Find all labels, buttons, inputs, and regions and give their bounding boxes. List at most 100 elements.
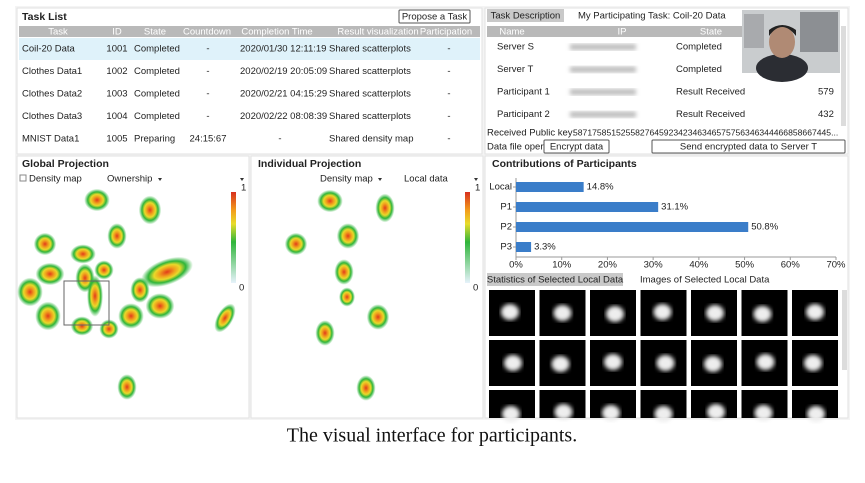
density-blob xyxy=(35,301,61,331)
blurred-ip xyxy=(570,66,636,73)
y-tick-label: Local xyxy=(489,182,512,193)
button[interactable] xyxy=(543,139,610,154)
density-blob xyxy=(94,260,114,280)
density-blob xyxy=(317,189,343,213)
tab-label[interactable]: Statistics of Selected Local Data xyxy=(487,275,624,286)
button-label[interactable]: Encrypt data xyxy=(550,142,604,153)
density-blob xyxy=(339,287,355,307)
webcam-person xyxy=(756,54,808,82)
thumbnail-object xyxy=(707,404,725,420)
table-cell: 1004 xyxy=(106,111,127,122)
legend-label: 0 xyxy=(239,283,244,294)
density-blob xyxy=(284,232,308,256)
bar xyxy=(516,182,584,192)
column-header: Countdown xyxy=(183,27,231,38)
thumbnail-object xyxy=(553,305,572,321)
density-blob xyxy=(99,319,119,339)
legend-label: 0 xyxy=(473,283,478,294)
table-row[interactable] xyxy=(19,38,480,60)
checkbox[interactable] xyxy=(19,174,27,182)
thumbnail-object xyxy=(654,406,673,422)
dropdown[interactable]: Density map xyxy=(29,174,82,185)
thumbnail-object xyxy=(756,354,775,370)
table-cell: 1003 xyxy=(106,89,127,100)
tab-label[interactable]: Task Description xyxy=(491,11,561,22)
density-blob xyxy=(87,275,103,317)
dropdown-arrow xyxy=(474,178,478,181)
column-header: IP xyxy=(618,27,627,38)
table-row[interactable] xyxy=(19,105,480,128)
button[interactable] xyxy=(398,9,471,24)
table-cell: Shared density map xyxy=(329,134,414,145)
table-cell: - xyxy=(447,44,450,55)
panel-title: Individual Projection xyxy=(258,158,361,170)
dropdown[interactable]: Ownership xyxy=(107,174,152,185)
webcam-shelf xyxy=(744,14,764,48)
table-cell: Shared scatterplots xyxy=(329,89,411,100)
density-blob xyxy=(145,293,175,319)
participant-state: Completed xyxy=(676,64,722,75)
thumbnail-object xyxy=(804,355,822,371)
table-cell: Completed xyxy=(134,66,180,77)
column-header: Result visualization xyxy=(337,27,418,38)
table-row[interactable] xyxy=(19,60,480,83)
dropdown[interactable]: Density map xyxy=(320,174,373,185)
thumbnail-object xyxy=(704,356,722,372)
table-row[interactable] xyxy=(19,83,480,105)
density-blob xyxy=(17,277,43,307)
value-label: 14.8% xyxy=(587,182,614,193)
column-header: Name xyxy=(499,27,524,38)
table-cell: Coil-20 Data xyxy=(22,44,76,55)
table-cell: Clothes Data2 xyxy=(22,89,82,100)
thumbnail-object xyxy=(501,304,519,320)
density-blob xyxy=(33,232,57,256)
participant-name: Participant 2 xyxy=(497,109,550,120)
dropdown[interactable]: Local data xyxy=(404,174,449,185)
thumbnail-object xyxy=(653,304,672,320)
table-cell: - xyxy=(206,111,209,122)
x-tick-label: 0% xyxy=(509,260,523,271)
participant-value: 579 xyxy=(818,87,834,98)
scrollbar xyxy=(841,26,846,126)
density-blob xyxy=(214,303,236,333)
tab-label[interactable]: Images of Selected Local Data xyxy=(640,275,770,286)
key-label: Received Public key: xyxy=(487,128,575,139)
button[interactable] xyxy=(651,139,846,154)
button-label[interactable]: Send encrypted data to Server T xyxy=(680,142,817,153)
table-header xyxy=(19,26,480,37)
tab[interactable] xyxy=(487,9,564,22)
bar xyxy=(516,202,659,212)
panel-title: Task List xyxy=(22,11,67,23)
density-blob xyxy=(117,374,137,400)
table-cell: Completed xyxy=(134,44,180,55)
thumbnail-object xyxy=(806,304,824,320)
bar xyxy=(516,242,532,252)
table-cell: - xyxy=(447,111,450,122)
thumbnail-object xyxy=(807,406,825,422)
density-blob xyxy=(366,304,390,330)
participant-value: 432 xyxy=(818,109,834,120)
button-label[interactable]: Propose a Task xyxy=(402,12,468,23)
selection-box[interactable] xyxy=(63,280,110,326)
table-row[interactable] xyxy=(19,128,480,150)
y-tick-label: P2 xyxy=(500,222,512,233)
density-blob xyxy=(375,193,395,223)
value-label: 31.1% xyxy=(661,202,688,213)
column-header: Participation xyxy=(420,27,472,38)
key-value: 5871758515255827645923423463465757563463… xyxy=(573,127,838,137)
x-tick-label: 30% xyxy=(644,260,664,271)
dropdown-arrow xyxy=(240,178,244,181)
blurred-ip xyxy=(570,89,636,95)
legend-bar xyxy=(231,192,236,283)
table-cell: 1005 xyxy=(106,134,127,145)
value-label: 50.8% xyxy=(751,222,778,233)
dropdown-arrow xyxy=(378,178,382,181)
tab[interactable] xyxy=(487,273,623,286)
density-blob xyxy=(141,256,193,288)
tab-label[interactable]: My Participating Task: Coil-20 Data xyxy=(578,11,726,22)
thumbnail-object xyxy=(656,355,675,371)
density-blob xyxy=(70,244,96,264)
density-blob xyxy=(138,195,162,225)
blurred-ip xyxy=(570,111,636,118)
